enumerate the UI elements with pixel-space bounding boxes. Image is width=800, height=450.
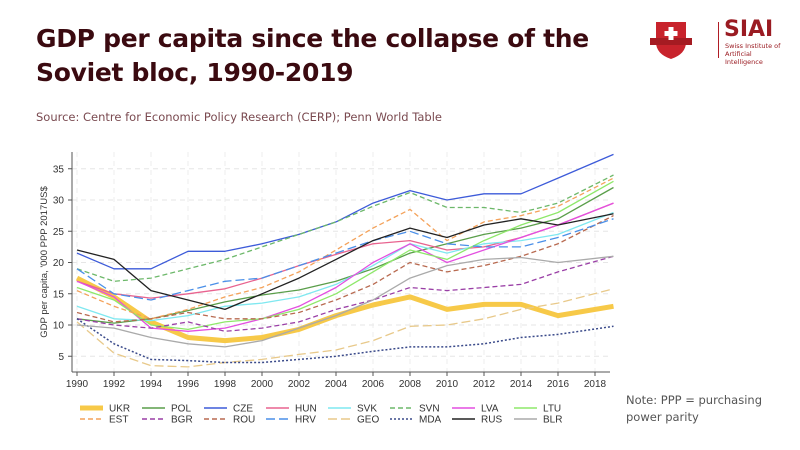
series-line-mda xyxy=(76,318,614,364)
series-line-est xyxy=(76,177,614,320)
legend-label-geo: GEO xyxy=(357,415,379,426)
legend-label-est: EST xyxy=(109,415,128,426)
legend-label-cze: CZE xyxy=(233,404,253,415)
y-tick-label: 15 xyxy=(53,289,65,300)
series-line-rou xyxy=(76,215,614,323)
page-title: GDP per capita since the collapse of the… xyxy=(36,24,589,87)
series-line-hrv xyxy=(76,218,614,301)
x-tick-label: 2016 xyxy=(547,379,570,390)
legend-label-lva: LVA xyxy=(481,404,499,415)
series-line-cze xyxy=(76,153,614,270)
logo-name: SIAI xyxy=(724,17,774,42)
logo-subtitle: Swiss Institute of Artificial Intelligen… xyxy=(725,42,781,66)
series-line-rus xyxy=(76,213,614,311)
y-axis-title: GDP per capita, '000 PPP 2017US$ xyxy=(39,186,50,338)
y-tick-label: 30 xyxy=(53,196,65,207)
x-tick-label: 2004 xyxy=(325,379,348,390)
x-tick-label: 2008 xyxy=(399,379,422,390)
series-line-geo xyxy=(76,288,614,368)
source-text: Source: Centre for Economic Policy Resea… xyxy=(36,110,442,124)
axes: 5 10 15 20 25 30 35 1990 1992 1994 1996 1998 2000 200… xyxy=(53,152,610,390)
series-lines xyxy=(75,153,614,368)
legend-label-hrv: HRV xyxy=(295,415,316,426)
series-line-lva xyxy=(76,202,614,332)
shield-icon xyxy=(650,22,692,59)
y-tick-label: 20 xyxy=(53,258,65,269)
legend-label-svn: SVN xyxy=(419,404,440,415)
legend-label-ukr: UKR xyxy=(109,404,130,415)
x-tick-label: 2000 xyxy=(251,379,274,390)
y-tick-label: 10 xyxy=(53,321,65,332)
x-tick-label: 1996 xyxy=(177,379,200,390)
legend-label-mda: MDA xyxy=(419,415,442,426)
series-line-svn xyxy=(76,174,614,282)
x-tick-label: 1990 xyxy=(66,379,89,390)
legend: UKR POL CZE HUN SVK SVN LVA LTU EST BGR ROU HRV GEO M… xyxy=(80,404,562,426)
series-line-blr xyxy=(76,255,614,348)
x-tick-label: 2018 xyxy=(584,379,607,390)
y-tick-label: 25 xyxy=(53,227,65,238)
x-tick-label: 1998 xyxy=(214,379,237,390)
footnote: Note: PPP = purchasing power parity xyxy=(626,393,763,424)
legend-label-rou: ROU xyxy=(233,415,255,426)
x-tick-label: 2006 xyxy=(362,379,385,390)
x-tick-label: 1992 xyxy=(103,379,126,390)
legend-label-hun: HUN xyxy=(295,404,317,415)
grid-lines xyxy=(72,152,610,372)
y-tick-label: 5 xyxy=(58,352,64,363)
legend-label-svk: SVK xyxy=(357,404,377,415)
logo-divider xyxy=(718,22,719,58)
legend-label-blr: BLR xyxy=(543,415,562,426)
legend-label-ltu: LTU xyxy=(543,404,561,415)
y-tick-label: 35 xyxy=(53,164,65,175)
x-tick-label: 2012 xyxy=(473,379,496,390)
x-tick-label: 2010 xyxy=(436,379,459,390)
legend-label-bgr: BGR xyxy=(171,415,193,426)
x-tick-label: 1994 xyxy=(140,379,163,390)
series-line-bgr xyxy=(76,255,614,332)
x-tick-label: 2002 xyxy=(288,379,311,390)
series-line-ltu xyxy=(76,180,614,331)
x-tick-label: 2014 xyxy=(510,379,533,390)
legend-label-pol: POL xyxy=(171,404,191,415)
legend-label-rus: RUS xyxy=(481,415,502,426)
siai-logo: SIAI Swiss Institute of Artificial Intel… xyxy=(648,17,780,66)
series-line-svk xyxy=(76,211,614,322)
series-line-ukr xyxy=(75,275,614,344)
